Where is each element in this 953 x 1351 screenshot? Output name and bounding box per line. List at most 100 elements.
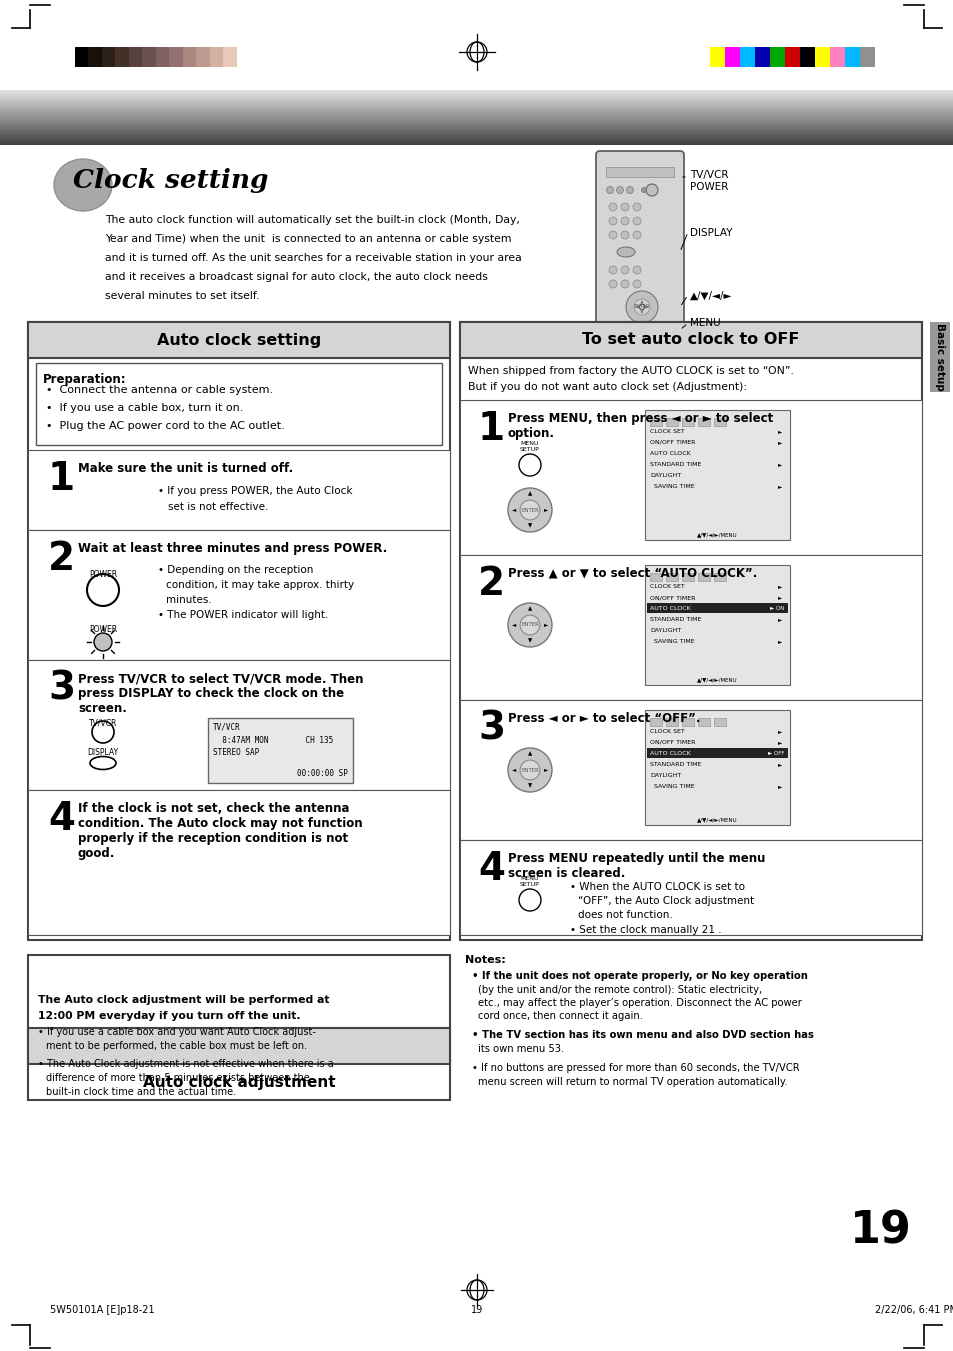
Circle shape [620, 218, 628, 226]
Text: ENTER: ENTER [520, 508, 538, 512]
Circle shape [633, 231, 640, 239]
Text: ►: ► [543, 508, 547, 512]
Text: ►: ► [543, 623, 547, 627]
Bar [0, 128, 953, 130]
Text: STANDARD TIME: STANDARD TIME [649, 462, 700, 467]
Bar [0, 118, 953, 119]
Circle shape [620, 203, 628, 211]
Bar [459, 555, 921, 700]
Bar [784, 47, 800, 68]
Text: 5W50101A [E]p18-21: 5W50101A [E]p18-21 [50, 1305, 154, 1315]
Text: 1: 1 [48, 459, 75, 499]
Text: screen.: screen. [78, 703, 127, 715]
Text: When shipped from factory the AUTO CLOCK is set to “ON”.: When shipped from factory the AUTO CLOCK… [468, 366, 793, 376]
Bar [724, 47, 740, 68]
Bar [0, 139, 953, 141]
Text: ▼: ▼ [527, 638, 532, 643]
Bar [713, 717, 725, 725]
Text: minutes.: minutes. [166, 594, 212, 605]
Circle shape [645, 184, 658, 196]
Text: •  Plug the AC power cord to the AC outlet.: • Plug the AC power cord to the AC outle… [46, 422, 284, 431]
Bar [649, 717, 661, 725]
Text: press DISPLAY to check the clock on the: press DISPLAY to check the clock on the [78, 688, 344, 700]
Bar [459, 840, 921, 935]
Text: ENTER: ENTER [520, 623, 538, 627]
Bar [0, 115, 953, 116]
Bar [649, 417, 661, 426]
Circle shape [620, 342, 628, 349]
Bar [196, 47, 210, 68]
Text: 12:00 PM everyday if you turn off the unit.: 12:00 PM everyday if you turn off the un… [38, 1011, 300, 1021]
Bar [0, 111, 953, 112]
Text: •  If you use a cable box, turn it on.: • If you use a cable box, turn it on. [46, 403, 243, 413]
Bar [0, 91, 953, 93]
Text: • If you use a cable box and you want Auto Clock adjust-: • If you use a cable box and you want Au… [38, 1027, 315, 1038]
Bar [28, 955, 450, 1100]
Text: CLOCK SET: CLOCK SET [649, 584, 684, 589]
Text: CLOCK SET: CLOCK SET [649, 730, 684, 734]
Circle shape [620, 266, 628, 274]
Bar [0, 126, 953, 127]
Text: ►: ► [778, 440, 781, 444]
Bar [0, 119, 953, 120]
Bar [665, 417, 678, 426]
Text: properly if the reception condition is not: properly if the reception condition is n… [78, 832, 348, 844]
Text: AUTO CLOCK: AUTO CLOCK [649, 751, 690, 757]
Text: • If you press POWER, the Auto Clock: • If you press POWER, the Auto Clock [158, 486, 352, 496]
Bar [28, 322, 450, 940]
Bar [681, 717, 693, 725]
Text: MENU
SETUP: MENU SETUP [519, 877, 539, 888]
Text: ▼: ▼ [527, 784, 532, 789]
Text: Press ◄ or ► to select “OFF”.: Press ◄ or ► to select “OFF”. [507, 712, 700, 725]
Bar [814, 47, 829, 68]
Text: DAYLIGHT: DAYLIGHT [649, 628, 680, 634]
Text: Make sure the unit is turned off.: Make sure the unit is turned off. [78, 462, 293, 476]
Bar [713, 573, 725, 581]
Text: ◄: ◄ [512, 623, 516, 627]
Circle shape [626, 186, 633, 193]
Bar [740, 47, 754, 68]
Bar [0, 96, 953, 99]
Bar [28, 530, 450, 661]
Bar [142, 47, 155, 68]
Circle shape [519, 615, 539, 635]
Circle shape [608, 203, 617, 211]
Text: Press MENU repeatedly until the menu: Press MENU repeatedly until the menu [507, 852, 764, 865]
Bar [639, 385, 651, 390]
Circle shape [634, 299, 649, 315]
Text: ▲: ▲ [527, 607, 532, 612]
Text: The auto clock function will automatically set the built-in clock (Month, Day,: The auto clock function will automatical… [105, 215, 519, 226]
Bar [36, 363, 441, 444]
Bar [681, 573, 693, 581]
Text: DAYLIGHT: DAYLIGHT [649, 473, 680, 478]
Text: Basic setup: Basic setup [934, 323, 944, 390]
Text: 19: 19 [849, 1210, 911, 1252]
Text: ▲/▼/◄/►/MENU: ▲/▼/◄/►/MENU [697, 817, 737, 821]
Bar [621, 385, 635, 390]
Circle shape [640, 188, 646, 192]
Circle shape [620, 280, 628, 288]
Bar [28, 790, 450, 935]
Text: 1: 1 [477, 409, 504, 449]
Text: CLOCK SET: CLOCK SET [649, 430, 684, 434]
Text: DAYLIGHT: DAYLIGHT [649, 773, 680, 778]
Bar [0, 112, 953, 113]
Bar [621, 397, 635, 403]
Text: “OFF”, the Auto Clock adjustment: “OFF”, the Auto Clock adjustment [578, 896, 753, 907]
Text: ▲/▼/◄/►: ▲/▼/◄/► [689, 290, 732, 301]
Bar [129, 47, 142, 68]
Bar [929, 322, 949, 392]
Text: ▲/▼/◄/►/MENU: ▲/▼/◄/►/MENU [697, 532, 737, 536]
Bar [0, 123, 953, 124]
Bar [639, 397, 651, 403]
Bar [604, 385, 618, 390]
Text: ►: ► [778, 639, 781, 644]
Circle shape [519, 500, 539, 520]
Bar [459, 700, 921, 840]
Text: MENU: MENU [689, 317, 720, 328]
Text: ►: ► [778, 740, 781, 744]
Text: ►: ► [778, 594, 781, 600]
Text: its own menu 53.: its own menu 53. [477, 1044, 563, 1054]
Bar [459, 322, 921, 358]
Text: • The Auto Clock adjustment is not effective when there is a: • The Auto Clock adjustment is not effec… [38, 1059, 334, 1069]
